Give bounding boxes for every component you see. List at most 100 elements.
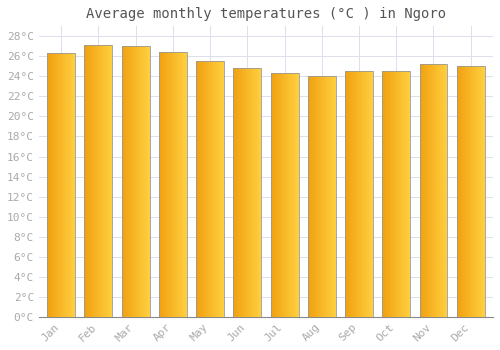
Bar [254, 68, 255, 317]
Bar [406, 71, 407, 317]
Bar [223, 61, 224, 317]
Bar [465, 66, 466, 317]
Bar [66, 53, 68, 317]
Bar [160, 52, 161, 317]
Bar [278, 74, 279, 317]
Bar [291, 74, 292, 317]
Bar [201, 61, 202, 317]
Bar [323, 76, 324, 317]
Bar [326, 76, 327, 317]
Bar [369, 71, 370, 317]
Bar [437, 64, 438, 317]
Bar [461, 66, 462, 317]
Bar [252, 68, 253, 317]
Bar [169, 52, 170, 317]
Bar [196, 61, 197, 317]
Bar [249, 68, 250, 317]
Bar [439, 64, 440, 317]
Bar [430, 64, 431, 317]
Bar [85, 45, 86, 317]
Bar [283, 74, 284, 317]
Bar [183, 52, 184, 317]
Bar [217, 61, 218, 317]
Bar [132, 46, 133, 317]
Bar [472, 66, 473, 317]
Bar [162, 52, 163, 317]
Bar [436, 64, 437, 317]
Bar [293, 74, 294, 317]
Bar [138, 46, 139, 317]
Bar [147, 46, 148, 317]
Bar [330, 76, 332, 317]
Bar [236, 68, 238, 317]
Bar [444, 64, 445, 317]
Bar [345, 71, 346, 317]
Bar [159, 52, 160, 317]
Bar [273, 74, 274, 317]
Bar [282, 74, 283, 317]
Bar [148, 46, 149, 317]
Bar [392, 71, 393, 317]
Bar [476, 66, 477, 317]
Bar [220, 61, 222, 317]
Bar [382, 71, 383, 317]
Bar [210, 61, 211, 317]
Bar [62, 53, 63, 317]
Bar [109, 45, 110, 317]
Bar [372, 71, 373, 317]
Bar [328, 76, 329, 317]
Bar [260, 68, 262, 317]
Bar [468, 66, 469, 317]
Bar [387, 71, 388, 317]
Bar [434, 64, 435, 317]
Bar [70, 53, 71, 317]
Bar [186, 52, 187, 317]
Bar [327, 76, 328, 317]
Bar [145, 46, 146, 317]
Bar [128, 46, 129, 317]
Bar [164, 52, 165, 317]
Bar [219, 61, 220, 317]
Bar [59, 53, 60, 317]
Bar [289, 74, 290, 317]
Bar [458, 66, 459, 317]
Bar [467, 66, 468, 317]
Bar [428, 64, 429, 317]
Bar [384, 71, 385, 317]
Bar [287, 74, 288, 317]
Bar [218, 61, 219, 317]
Bar [69, 53, 70, 317]
Bar [316, 76, 317, 317]
Bar [53, 53, 54, 317]
Bar [130, 46, 131, 317]
Bar [370, 71, 372, 317]
Bar [88, 45, 89, 317]
Bar [68, 53, 69, 317]
Bar [317, 76, 318, 317]
Bar [422, 64, 423, 317]
Bar [159, 52, 187, 317]
Bar [239, 68, 240, 317]
Title: Average monthly temperatures (°C ) in Ngoro: Average monthly temperatures (°C ) in Ng… [86, 7, 446, 21]
Bar [427, 64, 428, 317]
Bar [209, 61, 210, 317]
Bar [127, 46, 128, 317]
Bar [87, 45, 88, 317]
Bar [248, 68, 249, 317]
Bar [96, 45, 98, 317]
Bar [247, 68, 248, 317]
Bar [314, 76, 315, 317]
Bar [354, 71, 355, 317]
Bar [235, 68, 236, 317]
Bar [426, 64, 427, 317]
Bar [166, 52, 168, 317]
Bar [110, 45, 111, 317]
Bar [355, 71, 356, 317]
Bar [353, 71, 354, 317]
Bar [73, 53, 74, 317]
Bar [321, 76, 322, 317]
Bar [185, 52, 186, 317]
Bar [457, 66, 458, 317]
Bar [290, 74, 291, 317]
Bar [214, 61, 215, 317]
